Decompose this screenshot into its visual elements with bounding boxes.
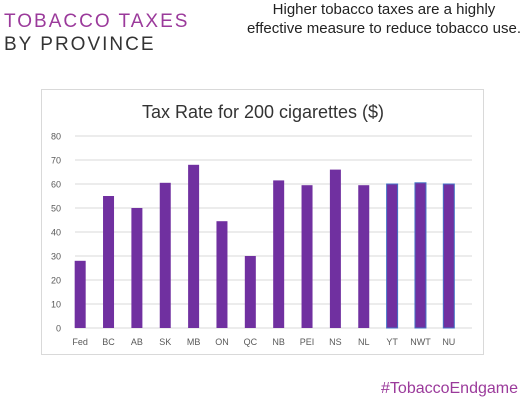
x-tick-label: NWT: [410, 337, 431, 347]
x-tick-label: MB: [187, 337, 201, 347]
bar-nl: [358, 185, 370, 328]
bar-chart: Tax Rate for 200 cigarettes ($) 0 10 20 30 4…: [51, 102, 472, 347]
x-tick-label: Fed: [72, 337, 88, 347]
header-title: TOBACCO TAXES BY PROVINCE: [4, 10, 189, 56]
x-tick-label: PEI: [300, 337, 315, 347]
y-tick-label: 70: [51, 156, 61, 166]
title-line-2: BY PROVINCE: [4, 34, 156, 55]
y-tick-label: 60: [51, 180, 61, 190]
x-tick-label: NB: [272, 337, 285, 347]
bar-nu: [442, 183, 455, 329]
y-tick-labels: 0 10 20 30 40 50 60 70 80: [51, 132, 61, 334]
y-tick-label: 80: [51, 132, 61, 142]
bar-nwt: [414, 182, 427, 329]
bar-fed: [74, 260, 86, 328]
bar-sk: [159, 182, 171, 328]
bar-mb: [188, 164, 200, 328]
bar-ns: [329, 169, 341, 328]
y-tick-label: 30: [51, 252, 61, 262]
bar-qc: [244, 256, 256, 328]
bar-yt: [386, 183, 399, 329]
chart-title: Tax Rate for 200 cigarettes ($): [142, 102, 384, 122]
x-tick-label: ON: [215, 337, 229, 347]
bar-on: [216, 221, 228, 328]
x-tick-labels: Fed BC AB SK MB ON QC NB PEI NS NL YT NWT NU: [72, 337, 455, 347]
chart-frame: Tax Rate for 200 cigarettes ($) 0 10 20 30 4…: [41, 89, 484, 355]
bar-pei: [301, 185, 313, 328]
bar-nb: [273, 180, 285, 328]
tagline: Higher tobacco taxes are a highly effect…: [246, 1, 522, 37]
bar-ab: [131, 208, 143, 328]
y-tick-label: 0: [56, 324, 61, 334]
x-tick-label: AB: [131, 337, 143, 347]
x-tick-label: SK: [159, 337, 171, 347]
x-tick-label: NS: [329, 337, 342, 347]
x-tick-label: QC: [244, 337, 258, 347]
y-tick-label: 40: [51, 228, 61, 238]
x-tick-label: BC: [102, 337, 115, 347]
title-line-1: TOBACCO TAXES: [4, 11, 190, 32]
bar-bc: [103, 196, 115, 328]
x-tick-label: NL: [358, 337, 370, 347]
y-tick-label: 20: [51, 276, 61, 286]
y-tick-label: 50: [51, 204, 61, 214]
y-tick-label: 10: [51, 300, 61, 310]
bars: [74, 164, 455, 329]
hashtag-footer: #TobaccoEndgame: [381, 380, 518, 397]
x-tick-label: YT: [386, 337, 398, 347]
x-tick-label: NU: [442, 337, 455, 347]
